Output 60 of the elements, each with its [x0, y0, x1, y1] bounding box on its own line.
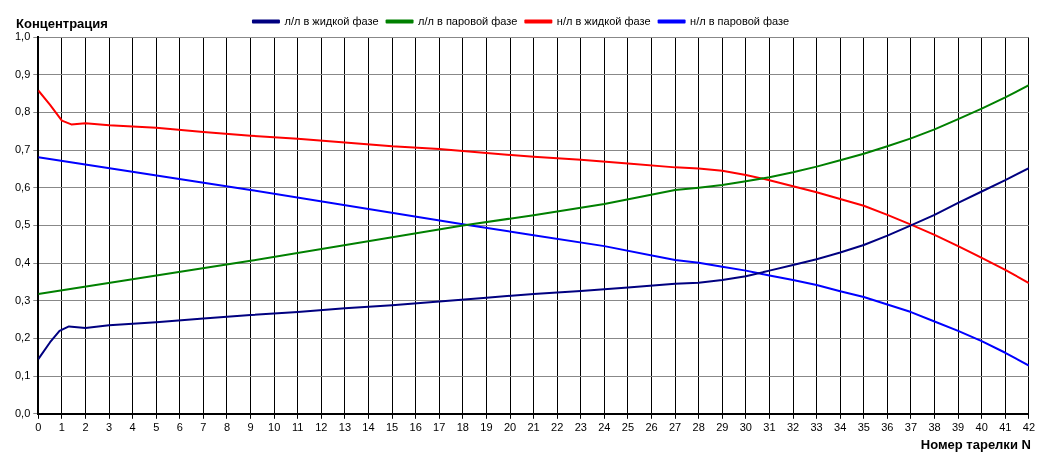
x-tick-label: 14 [362, 421, 375, 434]
x-tick-label: 29 [716, 421, 729, 434]
x-tick-label: 7 [200, 421, 207, 434]
y-tick-label: 0,5 [14, 218, 31, 231]
x-tick-label: 17 [433, 421, 446, 434]
x-tick-label: 19 [480, 421, 493, 434]
x-tick-label: 5 [153, 421, 160, 434]
x-tick-label: 3 [105, 421, 113, 434]
x-tick-label: 37 [904, 421, 918, 434]
x-tick-label: 28 [692, 421, 705, 434]
y-tick-label: 0,3 [14, 293, 31, 306]
y-tick-label: 0,2 [14, 331, 31, 344]
y-tick-label: 0,0 [14, 406, 31, 419]
x-tick-label: 36 [881, 421, 894, 434]
x-tick-label: 20 [503, 421, 517, 434]
y-axis-title: Концентрация [16, 15, 108, 31]
x-tick-label: 18 [456, 421, 469, 434]
y-tick-label: 0,6 [14, 180, 31, 193]
legend-label: л/л в паровой фазе [418, 14, 518, 27]
y-tick-label: 0,4 [14, 256, 31, 269]
x-tick-label: 9 [247, 421, 254, 434]
legend-label: н/л в паровой фазе [690, 14, 790, 27]
x-tick-label: 10 [268, 421, 281, 434]
x-tick-label: 30 [739, 421, 752, 434]
x-tick-label: 21 [527, 421, 540, 434]
x-tick-label: 27 [668, 421, 682, 434]
x-tick-label: 24 [598, 421, 611, 434]
x-tick-label: 15 [385, 421, 399, 434]
x-tick-label: 6 [176, 421, 183, 434]
x-tick-label: 25 [621, 421, 635, 434]
x-tick-label: 22 [551, 421, 564, 434]
x-tick-label: 1 [58, 421, 65, 434]
x-tick-label: 16 [409, 421, 422, 434]
x-tick-label: 32 [786, 421, 800, 434]
x-tick-label: 12 [315, 421, 328, 434]
x-tick-label: 11 [292, 421, 304, 434]
x-tick-label: 31 [763, 421, 776, 434]
x-tick-label: 38 [928, 421, 941, 434]
x-tick-label: 2 [82, 421, 89, 434]
x-tick-label: 40 [975, 421, 988, 434]
x-tick-label: 42 [1022, 421, 1036, 434]
y-tick-label: 0,1 [14, 369, 31, 382]
y-tick-label: 0,9 [14, 67, 31, 80]
x-tick-label: 26 [645, 421, 658, 434]
y-tick-label: 1,0 [14, 30, 31, 43]
x-tick-label: 0 [35, 421, 42, 434]
x-tick-label: 39 [952, 421, 965, 434]
legend-label: л/л в жидкой фазе [284, 14, 379, 27]
x-tick-label: 4 [129, 421, 136, 434]
y-tick-label: 0,7 [14, 143, 31, 156]
x-tick-label: 23 [574, 421, 587, 434]
x-tick-label: 34 [834, 421, 847, 434]
x-tick-label: 13 [338, 421, 352, 434]
x-tick-label: 33 [810, 421, 823, 434]
legend-label: н/л в жидкой фазе [556, 14, 651, 27]
x-tick-label: 41 [999, 421, 1012, 434]
x-tick-label: 35 [857, 421, 870, 434]
y-tick-label: 0,8 [14, 105, 31, 118]
x-axis-title: Номер тарелки N [920, 437, 1031, 453]
x-tick-label: 8 [223, 421, 231, 434]
